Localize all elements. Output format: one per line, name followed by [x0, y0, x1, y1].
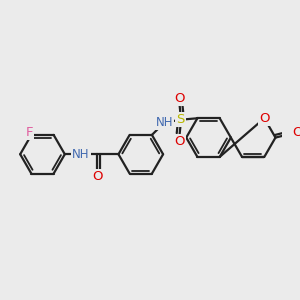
- Text: NH: NH: [155, 116, 173, 129]
- Text: S: S: [176, 113, 185, 126]
- Text: O: O: [174, 135, 185, 148]
- Text: O: O: [92, 170, 102, 183]
- Text: NH: NH: [72, 148, 90, 161]
- Text: F: F: [26, 126, 33, 139]
- Text: O: O: [174, 92, 185, 105]
- Text: O: O: [292, 126, 300, 139]
- Text: O: O: [259, 112, 270, 125]
